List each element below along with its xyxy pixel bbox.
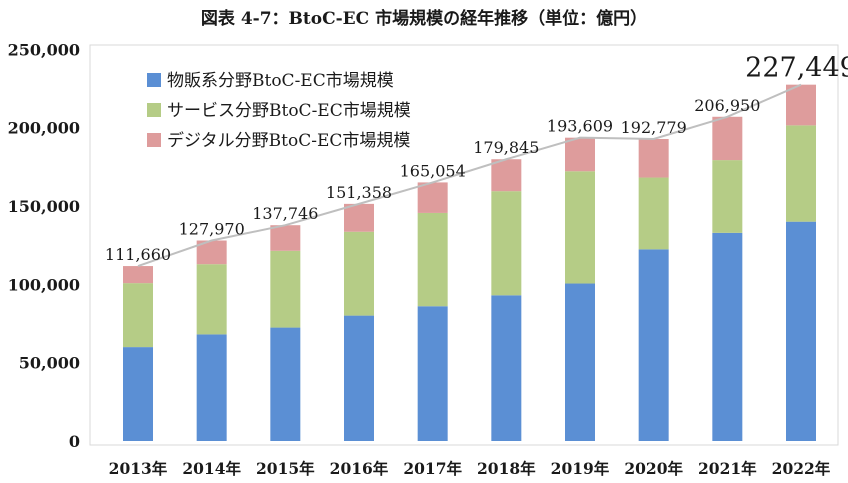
bar-segment-series-2: [123, 283, 153, 348]
legend-label: サービス分野BtoC-EC市場規模: [167, 101, 411, 121]
total-label: 127,970: [179, 220, 245, 239]
x-tick-label: 2018年: [477, 459, 536, 478]
x-tick-label: 2022年: [772, 459, 831, 478]
y-tick-label: 100,000: [8, 275, 80, 294]
x-tick-label: 2020年: [624, 459, 683, 478]
total-trend-polyline: [137, 83, 802, 268]
legend: 物販系分野BtoC-EC市場規模サービス分野BtoC-EC市場規模デジタル分野B…: [147, 71, 411, 151]
bar-segment-series-1: [712, 232, 743, 441]
bar-segment-series-2: [270, 250, 301, 328]
total-label: 111,660: [105, 245, 171, 264]
total-label: 193,609: [547, 117, 613, 136]
bar-segment-series-1: [123, 347, 153, 441]
bar-segment-series-2: [638, 177, 669, 250]
bar-segment-series-3: [344, 203, 374, 232]
bar-segment-series-2: [344, 231, 374, 316]
legend-swatch: [147, 73, 161, 87]
bar-segment-series-3: [196, 240, 227, 265]
total-label: 206,950: [694, 96, 760, 115]
bar-group: [123, 84, 816, 441]
total-label: 179,845: [473, 138, 539, 157]
bar-segment-series-1: [417, 306, 448, 441]
x-axis: 2013年 2014年 2015年 2016年 2017年 2018年 2019年 2020年…: [109, 459, 831, 478]
x-tick-label: 2016年: [330, 459, 389, 478]
y-tick-label: 50,000: [19, 354, 80, 373]
total-label: 192,779: [621, 118, 687, 137]
bar-segment-series-2: [417, 212, 448, 307]
bar-segment-series-1: [638, 249, 669, 441]
bar-segment-series-3: [565, 137, 595, 172]
total-label: 227,449: [745, 53, 848, 84]
legend-swatch: [147, 103, 161, 117]
bar-segment-series-2: [196, 264, 227, 335]
bar-segment-series-1: [270, 327, 301, 441]
legend-label: 物販系分野BtoC-EC市場規模: [167, 71, 394, 91]
y-tick-label: 0: [69, 432, 80, 451]
bar-segment-series-2: [565, 171, 595, 284]
bar-segment-series-1: [565, 283, 595, 441]
x-tick-label: 2013年: [109, 459, 168, 478]
bar-segment-series-2: [491, 191, 522, 296]
y-tick-label: 250,000: [8, 40, 80, 59]
x-tick-label: 2021年: [698, 459, 757, 478]
bar-segment-series-1: [344, 315, 374, 441]
y-tick-label: 150,000: [8, 197, 80, 216]
chart-title: 図表 4-7：BtoC-EC 市場規模の経年推移（単位：億円）: [201, 8, 647, 29]
legend-label: デジタル分野BtoC-EC市場規模: [167, 130, 410, 151]
bar-segment-series-3: [638, 138, 669, 178]
bar-segment-series-1: [491, 295, 522, 441]
bar-segment-series-3: [712, 116, 743, 161]
bar-segment-series-2: [786, 125, 816, 222]
x-tick-label: 2017年: [403, 459, 462, 478]
bar-segment-series-3: [417, 182, 448, 213]
total-label: 137,746: [252, 204, 318, 223]
x-tick-label: 2019年: [551, 459, 610, 478]
legend-swatch: [147, 133, 161, 147]
total-label: 151,358: [326, 183, 392, 202]
plot-frame: [89, 44, 839, 446]
bar-segment-series-1: [786, 221, 816, 441]
total-trend-line: [137, 83, 802, 268]
bar-segment-series-2: [712, 160, 743, 233]
x-tick-label: 2015年: [256, 459, 315, 478]
x-tick-label: 2014年: [182, 459, 241, 478]
bar-segment-series-3: [123, 266, 153, 284]
y-tick-label: 200,000: [8, 119, 80, 138]
y-axis: 0 50,000 100,000 150,000 200,000 250,000: [8, 40, 80, 451]
total-labels: 111,660 127,970 137,746 151,358 165,054 179,8…: [105, 53, 848, 264]
bar-segment-series-3: [270, 225, 301, 251]
bar-segment-series-1: [196, 334, 227, 441]
bar-segment-series-3: [491, 159, 522, 192]
total-label: 165,054: [400, 161, 466, 180]
bar-segment-series-3: [786, 84, 816, 126]
